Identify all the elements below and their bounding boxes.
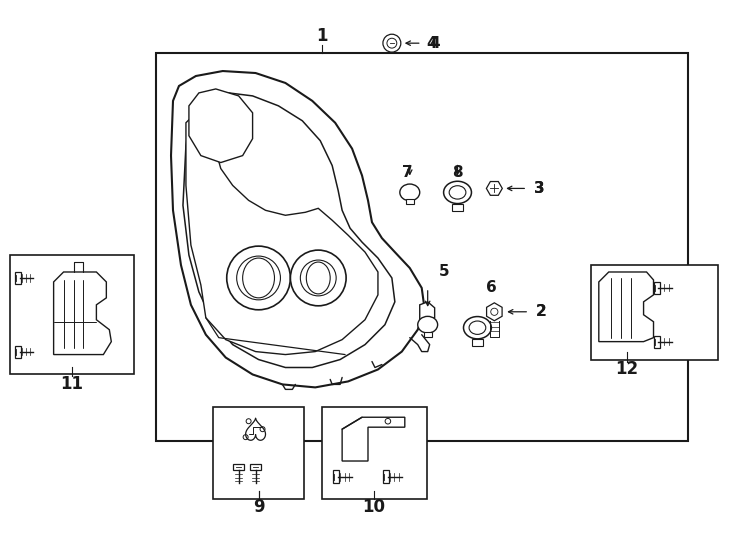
Text: 7: 7 <box>402 165 413 180</box>
Bar <box>15 346 21 357</box>
Bar <box>654 282 660 294</box>
Bar <box>654 336 660 348</box>
Bar <box>250 464 261 470</box>
Ellipse shape <box>300 260 336 296</box>
Ellipse shape <box>469 321 486 334</box>
Ellipse shape <box>246 418 251 424</box>
Polygon shape <box>183 93 395 368</box>
Ellipse shape <box>463 316 491 339</box>
Polygon shape <box>599 272 653 342</box>
Ellipse shape <box>243 435 248 440</box>
Bar <box>472 339 483 346</box>
Bar <box>322 407 426 499</box>
Text: 12: 12 <box>615 361 639 379</box>
Bar <box>10 255 134 374</box>
Bar <box>233 464 244 470</box>
Bar <box>333 470 339 483</box>
Polygon shape <box>186 113 378 355</box>
Ellipse shape <box>236 256 280 300</box>
Text: 4: 4 <box>426 36 437 51</box>
Text: 11: 11 <box>60 375 83 394</box>
Polygon shape <box>54 272 112 355</box>
Bar <box>156 53 688 441</box>
Text: 5: 5 <box>439 265 450 280</box>
Bar <box>382 470 389 483</box>
Bar <box>591 265 718 360</box>
Text: 4: 4 <box>429 36 440 51</box>
Bar <box>15 272 21 284</box>
Text: 8: 8 <box>452 165 463 180</box>
Polygon shape <box>171 71 425 387</box>
Bar <box>213 407 305 499</box>
Text: 1: 1 <box>316 27 328 45</box>
Bar <box>424 332 432 336</box>
Ellipse shape <box>291 250 346 306</box>
Ellipse shape <box>491 308 498 315</box>
Bar <box>406 199 414 204</box>
Polygon shape <box>189 89 252 163</box>
Ellipse shape <box>306 262 330 294</box>
Ellipse shape <box>243 258 275 298</box>
Ellipse shape <box>400 184 420 201</box>
Bar <box>452 204 463 211</box>
Ellipse shape <box>260 427 265 431</box>
Text: 2: 2 <box>536 304 547 319</box>
Text: 3: 3 <box>534 181 545 196</box>
Ellipse shape <box>387 38 397 48</box>
Polygon shape <box>487 181 502 195</box>
Text: 10: 10 <box>363 498 385 516</box>
Ellipse shape <box>383 34 401 52</box>
Polygon shape <box>420 302 435 322</box>
Polygon shape <box>487 303 502 321</box>
Polygon shape <box>342 417 405 461</box>
Text: 2: 2 <box>536 304 547 319</box>
Ellipse shape <box>227 246 291 310</box>
Ellipse shape <box>449 186 466 199</box>
Ellipse shape <box>385 418 390 424</box>
Text: 6: 6 <box>486 280 497 295</box>
Ellipse shape <box>443 181 471 204</box>
Text: 3: 3 <box>534 181 545 196</box>
Text: 9: 9 <box>252 498 264 516</box>
Ellipse shape <box>418 316 437 333</box>
